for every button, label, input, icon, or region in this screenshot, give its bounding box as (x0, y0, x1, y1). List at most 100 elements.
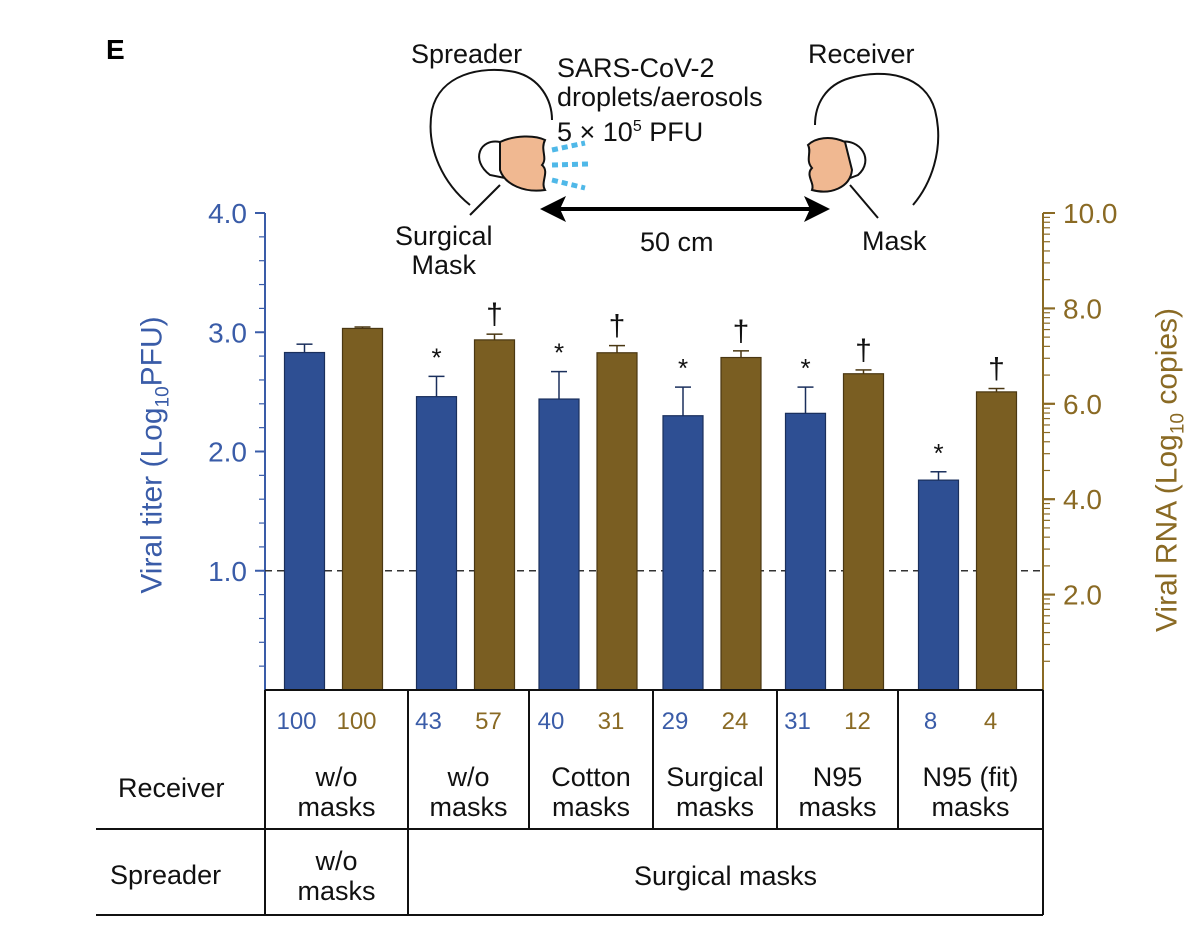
virus-label: SARS-CoV-2 droplets/aerosols 5 × 105 PFU (557, 54, 763, 147)
significance-marker: † (855, 334, 872, 367)
significance-marker: † (486, 298, 503, 331)
dose-prefix: 5 × 10 (557, 117, 633, 147)
receiver-head-illustration (806, 72, 940, 219)
receiver-cell: N95 (fit) masks (898, 757, 1043, 827)
receiver-cell-line: N95 (fit) (922, 762, 1019, 792)
significance-marker: † (609, 310, 626, 343)
receiver-cell-line: masks (675, 792, 754, 822)
rna-percent-label: 100 (336, 708, 377, 735)
receiver-cell: N95 masks (777, 757, 898, 827)
right-axis-title-prefix: Viral RNA (Log (1150, 434, 1184, 633)
significance-marker: * (554, 338, 564, 368)
titer-bar (538, 398, 580, 691)
significance-marker: * (933, 438, 943, 468)
rna-percent-label: 4 (983, 708, 998, 735)
rna-percent-label: 12 (844, 708, 871, 735)
left-axis-title-sub: 10 (152, 386, 174, 408)
receiver-cell-line: masks (297, 792, 376, 822)
receiver-cell-line: masks (798, 792, 877, 822)
rna-bar (341, 327, 384, 691)
distance-label: 50 cm (640, 227, 714, 257)
receiver-cell-line: masks (931, 792, 1010, 822)
titer-bar (917, 479, 960, 691)
receiver-cell-line: Cotton (551, 762, 631, 792)
rna-bar (596, 352, 638, 691)
right-axis-title-sub: 10 (1167, 413, 1189, 435)
receiver-cell: w/o masks (265, 757, 408, 827)
droplet-stream (551, 140, 586, 153)
titer-percent-label: 43 (415, 708, 442, 735)
receiver-cell-line: w/o (447, 762, 490, 792)
left-axis-tick-label: 4.0 (208, 198, 247, 229)
spreader-cell-line: masks (297, 876, 376, 906)
titer-percent-label: 31 (784, 708, 811, 735)
significance-marker: † (733, 315, 750, 348)
left-axis-title: Viral titer (Log10PFU) (136, 316, 175, 593)
receiver-cell-line: Surgical (666, 762, 764, 792)
receiver-cell-line: N95 (812, 762, 863, 792)
spreader-head-illustration (429, 68, 553, 216)
spreader-neck (469, 184, 501, 216)
bars-group: * † * † * † * † * † (283, 298, 1018, 691)
rna-bar (473, 339, 516, 691)
receiver-cell: w/o masks (408, 757, 529, 827)
receiver-cell: Cotton masks (529, 757, 653, 827)
rna-percent-label: 57 (475, 708, 502, 735)
left-axis-tick-label: 2.0 (208, 437, 247, 468)
titer-percent-label: 100 (276, 708, 317, 735)
virus-line-1: SARS-CoV-2 (557, 53, 715, 83)
spreader-cell-line: w/o (315, 846, 358, 876)
spreader-mask-label: Surgical Mask (395, 222, 493, 280)
right-axis-tick-label: 2.0 (1063, 580, 1102, 611)
right-axis-tick-label: 8.0 (1063, 293, 1102, 324)
significance-marker: † (988, 353, 1005, 386)
right-axis-tick-label: 10.0 (1063, 198, 1118, 229)
spreader-cell: w/o masks (265, 840, 408, 912)
right-axis-title: Viral RNA (Log10 copies) (1151, 308, 1190, 632)
dose-unit: PFU (641, 117, 704, 147)
droplets-illustration (551, 140, 589, 191)
receiver-head-outline (814, 72, 940, 206)
left-axis-title-prefix: Viral titer (Log (135, 407, 169, 594)
titer-percent-label: 29 (661, 708, 689, 735)
spreader-head-outline (429, 68, 553, 206)
dose-exponent: 5 (632, 118, 642, 135)
spreader-mask-line-2: Mask (411, 250, 477, 280)
titer-percent-label: 8 (923, 708, 938, 735)
spreader-row-label: Spreader (110, 860, 222, 890)
dose-label: 5 × 105 PFU (557, 112, 763, 147)
significance-marker: * (800, 353, 810, 383)
droplet-stream (551, 161, 589, 168)
spreader-label: Spreader (411, 39, 523, 69)
left-axis-title-suffix: PFU) (135, 316, 169, 387)
droplet-stream (551, 177, 586, 191)
axes-group: 1.0 2.0 3.0 4.0 2.0 4.0 6.0 8.0 10.0 (208, 198, 1118, 690)
spreader-mask-line-1: Surgical (395, 221, 493, 251)
rna-bar (975, 391, 1018, 691)
titer-percent-label: 40 (537, 708, 565, 735)
significance-marker: * (678, 353, 688, 383)
receiver-label: Receiver (808, 39, 915, 69)
titer-bar (662, 415, 704, 691)
rna-percent-label: 31 (597, 708, 625, 735)
panel-label: E (106, 34, 125, 65)
table-grid (96, 689, 1044, 916)
receiver-cell: Surgical masks (653, 757, 777, 827)
receiver-cell-line: masks (429, 792, 508, 822)
receiver-neck (849, 184, 879, 219)
spreader-ear-mask (478, 140, 506, 179)
receiver-mask-label: Mask (862, 226, 927, 256)
significance-marker: * (431, 342, 441, 372)
rna-percent-label: 24 (721, 708, 749, 735)
titer-bar (283, 351, 326, 691)
left-axis-tick-label: 1.0 (208, 556, 247, 587)
virus-line-2: droplets/aerosols (557, 82, 763, 112)
rna-bar (720, 356, 762, 691)
distance-arrow (540, 196, 830, 222)
titer-bar (784, 412, 827, 691)
receiver-cell-line: masks (551, 792, 630, 822)
spreader-cell: Surgical masks (633, 861, 818, 891)
right-axis-tick-label: 6.0 (1063, 389, 1102, 420)
